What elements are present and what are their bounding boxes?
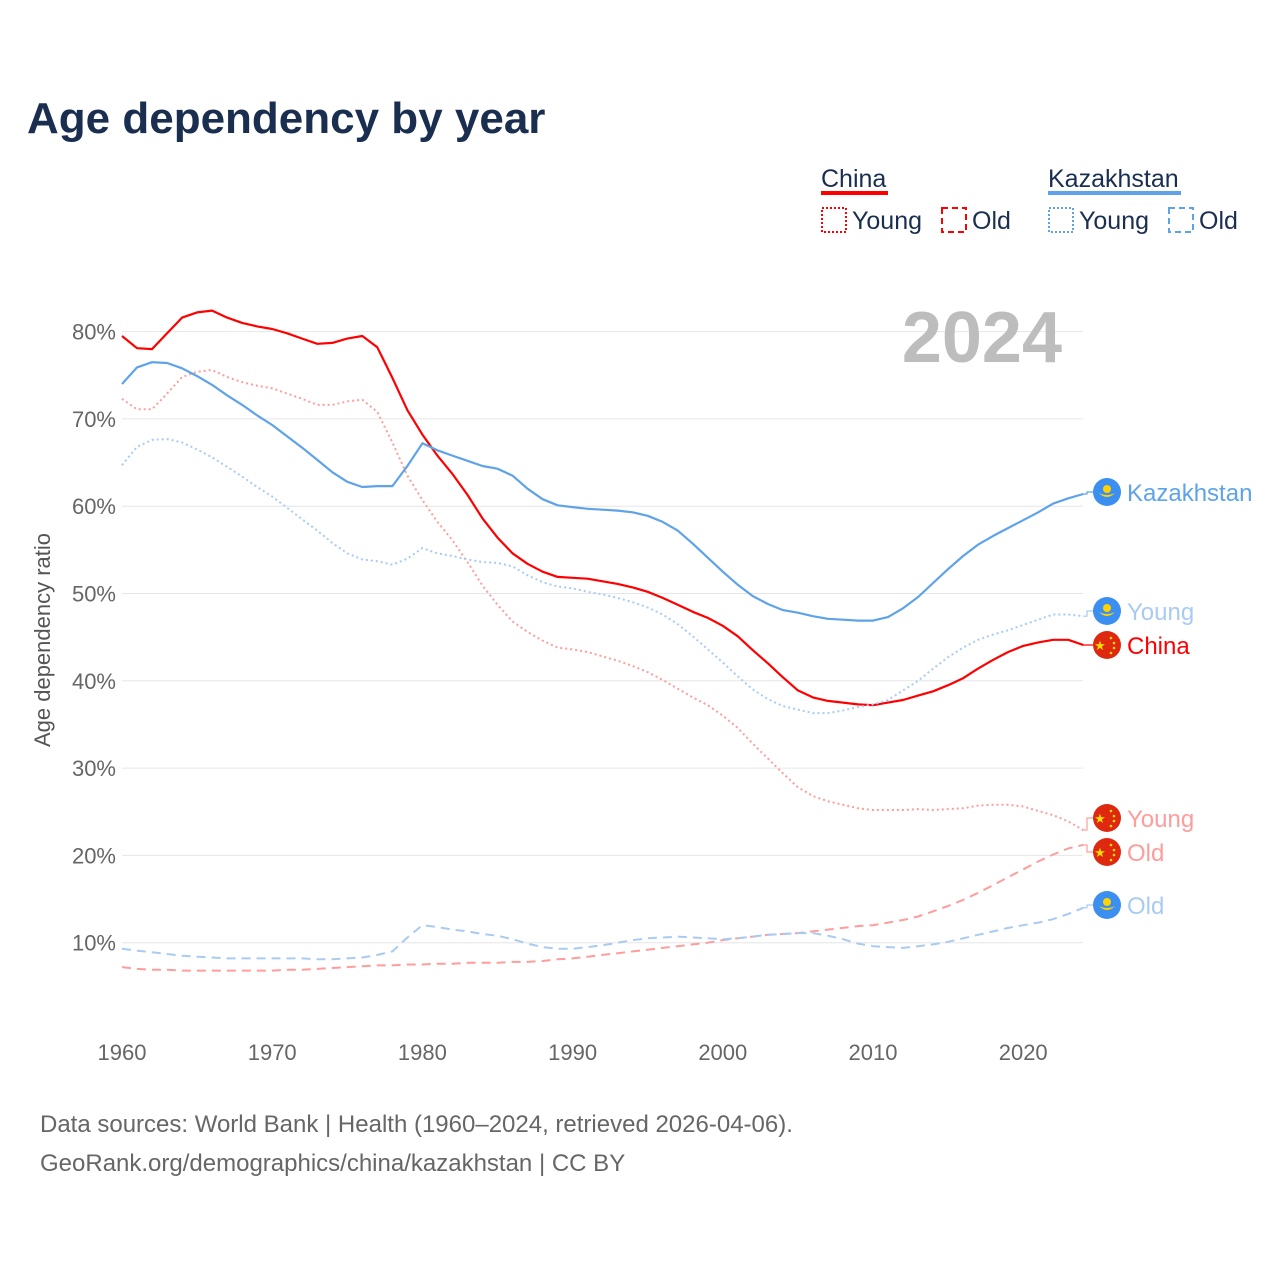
end-label: Young: [1127, 806, 1194, 833]
end-label: Old: [1127, 893, 1164, 920]
y-tick-label: 50%: [72, 582, 116, 607]
end-label: Young: [1127, 599, 1194, 626]
x-tick-label: 1970: [248, 1040, 297, 1065]
legend-kazakhstan-young[interactable]: Young: [1079, 207, 1149, 235]
end-label-connector: [1083, 904, 1094, 909]
legend-china-young-swatch: [821, 207, 847, 233]
kazakhstan-flag-icon: [1093, 597, 1121, 625]
legend-kazakhstan-swatch: [1048, 191, 1181, 195]
end-label-connector: [1083, 844, 1094, 853]
footer-sources: Data sources: World Bank | Health (1960–…: [40, 1111, 793, 1138]
series-lines: [121, 309, 1084, 972]
x-tick-label: 1960: [98, 1040, 147, 1065]
y-tick-label: 30%: [72, 756, 116, 781]
legend-kazakhstan-old-swatch: [1168, 207, 1194, 233]
svg-text:★: ★: [1094, 638, 1106, 653]
kazakhstan-flag-icon: [1093, 891, 1121, 919]
x-tick-label: 2020: [999, 1040, 1048, 1065]
svg-text:★: ★: [1094, 845, 1106, 860]
series-line-china-young[interactable]: [121, 369, 1084, 831]
x-axis-ticks: 1960 1970 1980 1990 2000 2010 2020: [98, 1040, 1048, 1065]
series-line-kazakhstan-old[interactable]: [121, 906, 1084, 961]
legend-kazakhstan-young-swatch: [1048, 207, 1074, 233]
y-tick-label: 70%: [72, 407, 116, 432]
footer-link[interactable]: GeoRank.org/demographics/china/kazakhsta…: [40, 1150, 625, 1177]
china-flag-icon: ★: [1093, 631, 1121, 659]
chart-title: Age dependency by year: [27, 94, 545, 143]
end-label-connector: [1083, 817, 1094, 831]
legend-kazakhstan[interactable]: Kazakhstan: [1048, 165, 1179, 193]
legend: China Young Old Kazakhstan Young Old: [821, 165, 1238, 235]
y-tick-label: 80%: [72, 320, 116, 345]
legend-china[interactable]: China: [821, 165, 886, 193]
svg-text:★: ★: [1094, 811, 1106, 826]
end-label: Kazakhstan: [1127, 480, 1252, 507]
end-labels: ★ China ★ Young ★ Old Kazakhstan Young Old: [1083, 478, 1252, 920]
y-axis-ticks: 10% 20% 30% 40% 50% 60% 70% 80%: [72, 320, 116, 956]
legend-china-old-swatch: [941, 207, 967, 233]
y-axis-label: Age dependency ratio: [30, 533, 55, 747]
end-label-connector: [1083, 610, 1094, 617]
kazakhstan-flag-icon: [1093, 478, 1121, 506]
x-tick-label: 2010: [849, 1040, 898, 1065]
china-flag-icon: ★: [1093, 838, 1121, 866]
y-tick-label: 60%: [72, 494, 116, 519]
series-line-china-old[interactable]: [121, 843, 1084, 972]
y-tick-label: 40%: [72, 669, 116, 694]
series-line-china[interactable]: [121, 309, 1084, 707]
legend-china-young[interactable]: Young: [852, 207, 922, 235]
end-label: China: [1127, 633, 1190, 660]
legend-kazakhstan-old[interactable]: Old: [1199, 207, 1238, 235]
y-tick-label: 10%: [72, 931, 116, 956]
year-overlay: 2024: [902, 298, 1062, 378]
series-line-kazakhstan[interactable]: [121, 361, 1084, 622]
legend-china-old[interactable]: Old: [972, 207, 1011, 235]
legend-china-swatch: [821, 191, 888, 195]
china-flag-icon: ★: [1093, 804, 1121, 832]
x-tick-label: 2000: [698, 1040, 747, 1065]
y-tick-label: 20%: [72, 843, 116, 868]
gridlines: [122, 331, 1083, 944]
end-label-connector: [1083, 491, 1094, 495]
end-label: Old: [1127, 840, 1164, 867]
x-tick-label: 1990: [548, 1040, 597, 1065]
x-tick-label: 1980: [398, 1040, 447, 1065]
